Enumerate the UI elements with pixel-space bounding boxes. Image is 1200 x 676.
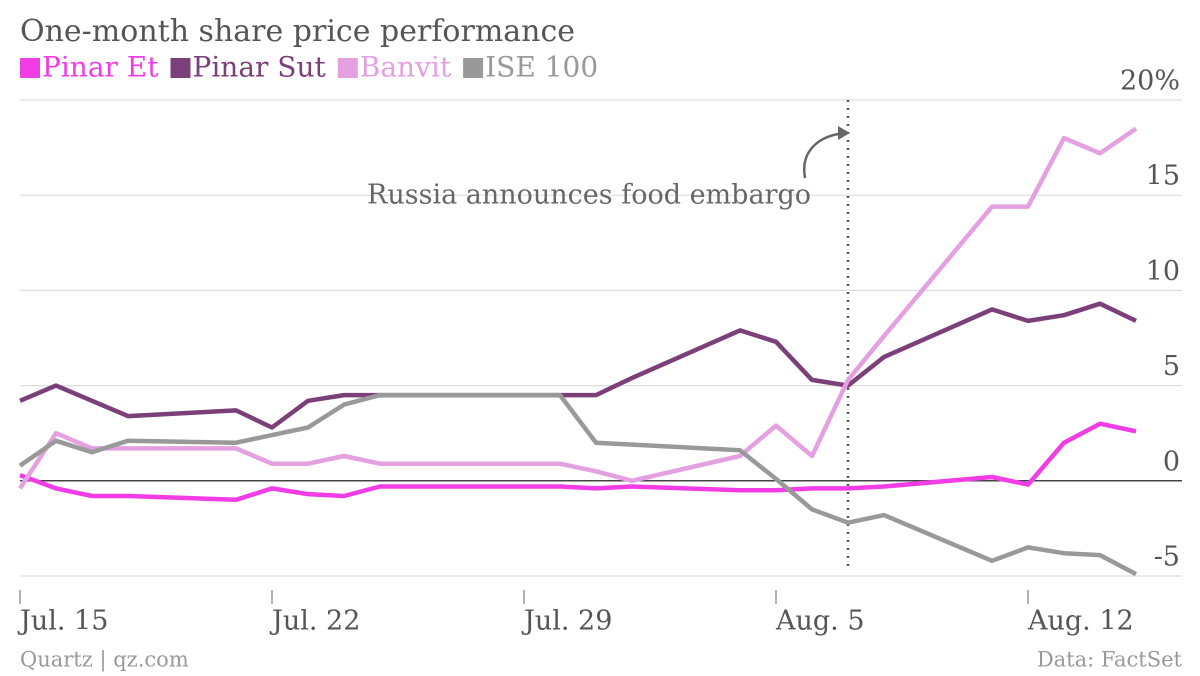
legend-swatch [463, 58, 484, 78]
y-tick-label: 5 [1163, 351, 1180, 382]
legend-swatch [20, 58, 40, 78]
x-tick-label: Jul. 22 [269, 606, 360, 637]
legend-label: Banvit [360, 51, 452, 84]
series-line [19, 421, 1137, 503]
source-left: Quartz | qz.com [20, 648, 189, 673]
legend-label: Pinar Sut [193, 51, 327, 84]
annotation-arrow [802, 131, 847, 179]
legend: Pinar Et Pinar Sut Banvit ISE 100 [20, 51, 598, 84]
source-right: Data: FactSet [1037, 648, 1183, 672]
lines [18, 126, 1138, 577]
legend-swatch [337, 58, 358, 78]
y-tick-label: -5 [1154, 542, 1180, 573]
grid: 20% 15 10 5 0 -5 Jul. 15 Jul. 22 Jul. 29 Aug. 5 Au… [17, 66, 1182, 637]
x-tick-label: Jul. 29 [521, 606, 612, 637]
legend-swatch [170, 58, 191, 78]
legend-label: ISE 100 [485, 51, 598, 84]
x-tick-label: Aug. 5 [775, 606, 865, 637]
series-line [18, 126, 1138, 490]
x-tick-label: Jul. 15 [17, 606, 108, 637]
y-tick-label: 10 [1146, 256, 1180, 287]
chart-title: One-month share price performance [20, 14, 575, 49]
y-tick-label: 0 [1163, 446, 1180, 477]
series-line [18, 392, 1138, 577]
y-tick-label: 20% [1120, 66, 1180, 97]
y-tick-label: 15 [1146, 161, 1180, 192]
x-tick-label: Aug. 12 [1027, 606, 1134, 637]
arrow-head [838, 126, 850, 140]
legend-label: Pinar Et [42, 51, 159, 84]
series-line [19, 301, 1137, 430]
annotation-text: Russia announces food embargo [367, 180, 811, 211]
